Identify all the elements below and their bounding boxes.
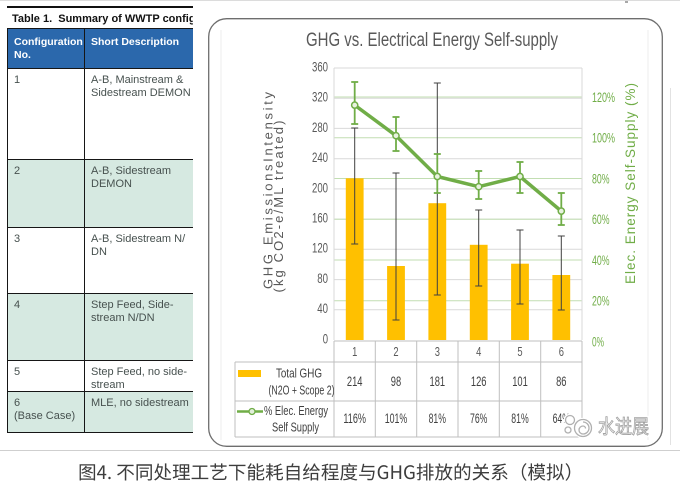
svg-text:2: 2 bbox=[393, 345, 398, 359]
svg-text:6: 6 bbox=[559, 345, 564, 359]
svg-text:120%: 120% bbox=[592, 90, 615, 105]
svg-text:5: 5 bbox=[517, 345, 522, 359]
svg-text:240: 240 bbox=[312, 150, 328, 165]
svg-text:0%: 0% bbox=[592, 334, 604, 349]
svg-text:120: 120 bbox=[312, 241, 328, 256]
svg-text:60%: 60% bbox=[592, 212, 610, 227]
svg-text:20%: 20% bbox=[592, 294, 610, 309]
svg-text:98: 98 bbox=[391, 373, 402, 389]
svg-text:116%: 116% bbox=[343, 410, 366, 426]
svg-text:1: 1 bbox=[352, 345, 357, 359]
svg-text:160: 160 bbox=[312, 211, 328, 226]
svg-text:(N2O + Scope 2): (N2O + Scope 2) bbox=[269, 383, 335, 398]
svg-text:126: 126 bbox=[471, 373, 487, 389]
svg-text:101%: 101% bbox=[385, 410, 408, 426]
svg-text:181: 181 bbox=[430, 373, 446, 389]
svg-text:4: 4 bbox=[476, 345, 481, 359]
svg-text:360: 360 bbox=[312, 59, 328, 74]
svg-text:(kg CO2-e/ML treated): (kg CO2-e/ML treated) bbox=[271, 121, 286, 293]
svg-text:100%: 100% bbox=[592, 131, 615, 146]
svg-text:81%: 81% bbox=[429, 410, 446, 426]
svg-text:101: 101 bbox=[512, 373, 528, 389]
svg-text:80%: 80% bbox=[592, 171, 610, 186]
svg-text:280: 280 bbox=[312, 120, 328, 135]
svg-text:GHG vs. Electrical Energy Self: GHG vs. Electrical Energy Self-supply bbox=[306, 30, 558, 51]
svg-text:40%: 40% bbox=[592, 253, 610, 268]
svg-text:Self Supply: Self Supply bbox=[272, 420, 319, 435]
svg-text:86: 86 bbox=[556, 373, 567, 389]
svg-text:Elec. Energy Self-Supply (%): Elec. Energy Self-Supply (%) bbox=[623, 83, 638, 284]
svg-text:200: 200 bbox=[312, 180, 328, 195]
svg-text:% Elec. Energy: % Elec. Energy bbox=[264, 403, 328, 418]
svg-text:76%: 76% bbox=[470, 410, 487, 426]
svg-text:320: 320 bbox=[312, 90, 328, 105]
svg-text:80: 80 bbox=[317, 271, 328, 286]
svg-text:40: 40 bbox=[317, 301, 328, 316]
svg-text:81%: 81% bbox=[511, 410, 528, 426]
svg-text:214: 214 bbox=[347, 373, 363, 389]
svg-text:0: 0 bbox=[323, 331, 328, 346]
svg-text:3: 3 bbox=[435, 345, 440, 359]
svg-text:Total GHG: Total GHG bbox=[276, 366, 322, 381]
